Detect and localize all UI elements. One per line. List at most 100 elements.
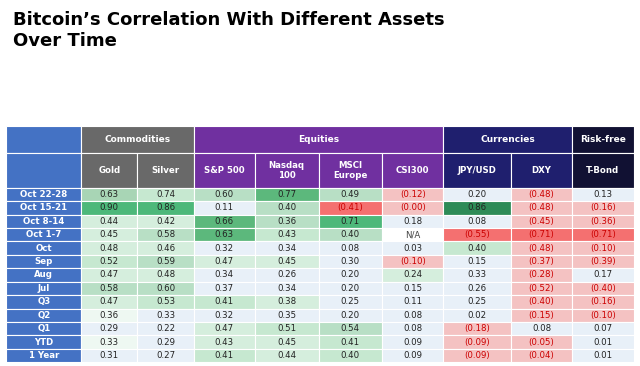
Text: (0.40): (0.40) bbox=[529, 297, 554, 306]
FancyBboxPatch shape bbox=[138, 228, 193, 242]
Text: (0.16): (0.16) bbox=[590, 297, 616, 306]
FancyBboxPatch shape bbox=[138, 295, 193, 309]
Text: N/A: N/A bbox=[405, 230, 420, 239]
FancyBboxPatch shape bbox=[255, 228, 319, 242]
FancyBboxPatch shape bbox=[511, 322, 572, 336]
Text: Nasdaq
100: Nasdaq 100 bbox=[269, 161, 305, 180]
FancyBboxPatch shape bbox=[81, 295, 138, 309]
FancyBboxPatch shape bbox=[382, 268, 444, 282]
Text: 0.01: 0.01 bbox=[593, 351, 612, 360]
Text: (0.10): (0.10) bbox=[400, 257, 426, 266]
Text: 0.22: 0.22 bbox=[156, 324, 175, 333]
FancyBboxPatch shape bbox=[511, 188, 572, 201]
Text: 0.44: 0.44 bbox=[277, 351, 296, 360]
Text: 0.46: 0.46 bbox=[156, 244, 175, 253]
FancyBboxPatch shape bbox=[193, 214, 255, 228]
Text: CSI300: CSI300 bbox=[396, 166, 429, 175]
FancyBboxPatch shape bbox=[382, 255, 444, 268]
Text: (0.41): (0.41) bbox=[337, 203, 363, 212]
Text: 0.47: 0.47 bbox=[100, 270, 119, 280]
FancyBboxPatch shape bbox=[382, 153, 444, 188]
Text: 1 Year: 1 Year bbox=[29, 351, 59, 360]
Text: 0.90: 0.90 bbox=[100, 203, 119, 212]
Text: 0.63: 0.63 bbox=[214, 230, 234, 239]
Text: (0.10): (0.10) bbox=[590, 244, 616, 253]
FancyBboxPatch shape bbox=[382, 322, 444, 336]
Text: 0.09: 0.09 bbox=[403, 338, 422, 347]
FancyBboxPatch shape bbox=[193, 228, 255, 242]
FancyBboxPatch shape bbox=[138, 282, 193, 295]
FancyBboxPatch shape bbox=[382, 282, 444, 295]
Text: 0.29: 0.29 bbox=[100, 324, 119, 333]
Text: Oct 1-7: Oct 1-7 bbox=[26, 230, 61, 239]
FancyBboxPatch shape bbox=[81, 268, 138, 282]
Text: 0.41: 0.41 bbox=[214, 297, 234, 306]
Text: 0.25: 0.25 bbox=[468, 297, 487, 306]
Text: 0.02: 0.02 bbox=[468, 311, 487, 320]
Text: 0.29: 0.29 bbox=[156, 338, 175, 347]
Text: T-Bond: T-Bond bbox=[586, 166, 620, 175]
Text: 0.45: 0.45 bbox=[277, 257, 296, 266]
FancyBboxPatch shape bbox=[444, 322, 511, 336]
FancyBboxPatch shape bbox=[572, 153, 634, 188]
Text: 0.40: 0.40 bbox=[277, 203, 296, 212]
Text: JPY/USD: JPY/USD bbox=[458, 166, 497, 175]
FancyBboxPatch shape bbox=[6, 188, 81, 201]
Text: 0.47: 0.47 bbox=[214, 324, 234, 333]
Text: 0.40: 0.40 bbox=[340, 230, 360, 239]
FancyBboxPatch shape bbox=[81, 309, 138, 322]
Text: (0.71): (0.71) bbox=[590, 230, 616, 239]
FancyBboxPatch shape bbox=[511, 309, 572, 322]
Text: (0.48): (0.48) bbox=[529, 203, 554, 212]
Text: Aug: Aug bbox=[35, 270, 53, 280]
FancyBboxPatch shape bbox=[6, 322, 81, 336]
FancyBboxPatch shape bbox=[319, 214, 382, 228]
FancyBboxPatch shape bbox=[6, 228, 81, 242]
Text: 0.37: 0.37 bbox=[214, 284, 234, 293]
FancyBboxPatch shape bbox=[572, 322, 634, 336]
FancyBboxPatch shape bbox=[138, 255, 193, 268]
Text: 0.54: 0.54 bbox=[340, 324, 360, 333]
Text: 0.08: 0.08 bbox=[340, 244, 360, 253]
FancyBboxPatch shape bbox=[511, 349, 572, 362]
FancyBboxPatch shape bbox=[572, 242, 634, 255]
FancyBboxPatch shape bbox=[319, 188, 382, 201]
Text: 0.48: 0.48 bbox=[100, 244, 119, 253]
FancyBboxPatch shape bbox=[572, 349, 634, 362]
Text: 0.42: 0.42 bbox=[156, 217, 175, 226]
FancyBboxPatch shape bbox=[511, 255, 572, 268]
FancyBboxPatch shape bbox=[138, 336, 193, 349]
Text: DXY: DXY bbox=[532, 166, 552, 175]
FancyBboxPatch shape bbox=[81, 349, 138, 362]
FancyBboxPatch shape bbox=[193, 336, 255, 349]
FancyBboxPatch shape bbox=[6, 126, 81, 153]
Text: (0.48): (0.48) bbox=[529, 244, 554, 253]
Text: 0.63: 0.63 bbox=[100, 190, 119, 199]
FancyBboxPatch shape bbox=[193, 242, 255, 255]
Text: 0.03: 0.03 bbox=[403, 244, 422, 253]
Text: 0.08: 0.08 bbox=[403, 324, 422, 333]
FancyBboxPatch shape bbox=[319, 282, 382, 295]
FancyBboxPatch shape bbox=[6, 336, 81, 349]
FancyBboxPatch shape bbox=[193, 268, 255, 282]
FancyBboxPatch shape bbox=[572, 214, 634, 228]
Text: Jul: Jul bbox=[38, 284, 50, 293]
FancyBboxPatch shape bbox=[255, 336, 319, 349]
FancyBboxPatch shape bbox=[444, 228, 511, 242]
FancyBboxPatch shape bbox=[138, 309, 193, 322]
Text: 0.08: 0.08 bbox=[468, 217, 487, 226]
Text: 0.49: 0.49 bbox=[341, 190, 360, 199]
FancyBboxPatch shape bbox=[6, 268, 81, 282]
FancyBboxPatch shape bbox=[382, 228, 444, 242]
FancyBboxPatch shape bbox=[193, 295, 255, 309]
Text: 0.77: 0.77 bbox=[277, 190, 296, 199]
FancyBboxPatch shape bbox=[572, 188, 634, 201]
FancyBboxPatch shape bbox=[382, 336, 444, 349]
FancyBboxPatch shape bbox=[382, 349, 444, 362]
FancyBboxPatch shape bbox=[255, 282, 319, 295]
Text: 0.35: 0.35 bbox=[277, 311, 296, 320]
Text: Oct 15-21: Oct 15-21 bbox=[20, 203, 67, 212]
Text: 0.11: 0.11 bbox=[403, 297, 422, 306]
Text: 0.74: 0.74 bbox=[156, 190, 175, 199]
FancyBboxPatch shape bbox=[319, 201, 382, 214]
